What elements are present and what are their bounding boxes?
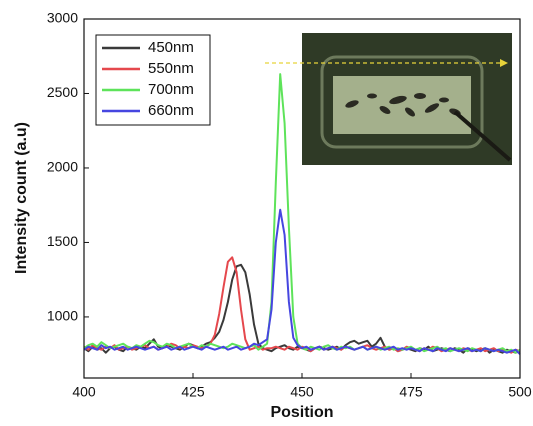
data-line xyxy=(83,263,521,354)
legend-label: 450nm xyxy=(148,39,194,56)
legend-label: 550nm xyxy=(148,60,194,77)
x-tick-label: 425 xyxy=(181,384,205,400)
y-tick-label: 3000 xyxy=(47,10,78,26)
y-tick-label: 1000 xyxy=(47,308,78,324)
legend-label: 700nm xyxy=(148,81,194,98)
data-line xyxy=(83,256,521,354)
y-tick-label: 2500 xyxy=(47,84,78,100)
x-tick-label: 500 xyxy=(508,384,532,400)
data-line xyxy=(83,208,521,355)
y-tick-label: 2000 xyxy=(47,159,78,175)
x-tick-label: 450 xyxy=(290,384,314,400)
x-axis-title: Position xyxy=(270,404,333,421)
legend-label: 660nm xyxy=(148,102,194,119)
inset-photo xyxy=(265,33,512,165)
x-tick-label: 400 xyxy=(72,384,96,400)
y-axis-title: Intensity count (a.u) xyxy=(13,122,30,274)
y-tick-label: 1500 xyxy=(47,233,78,249)
x-tick-label: 475 xyxy=(399,384,423,400)
